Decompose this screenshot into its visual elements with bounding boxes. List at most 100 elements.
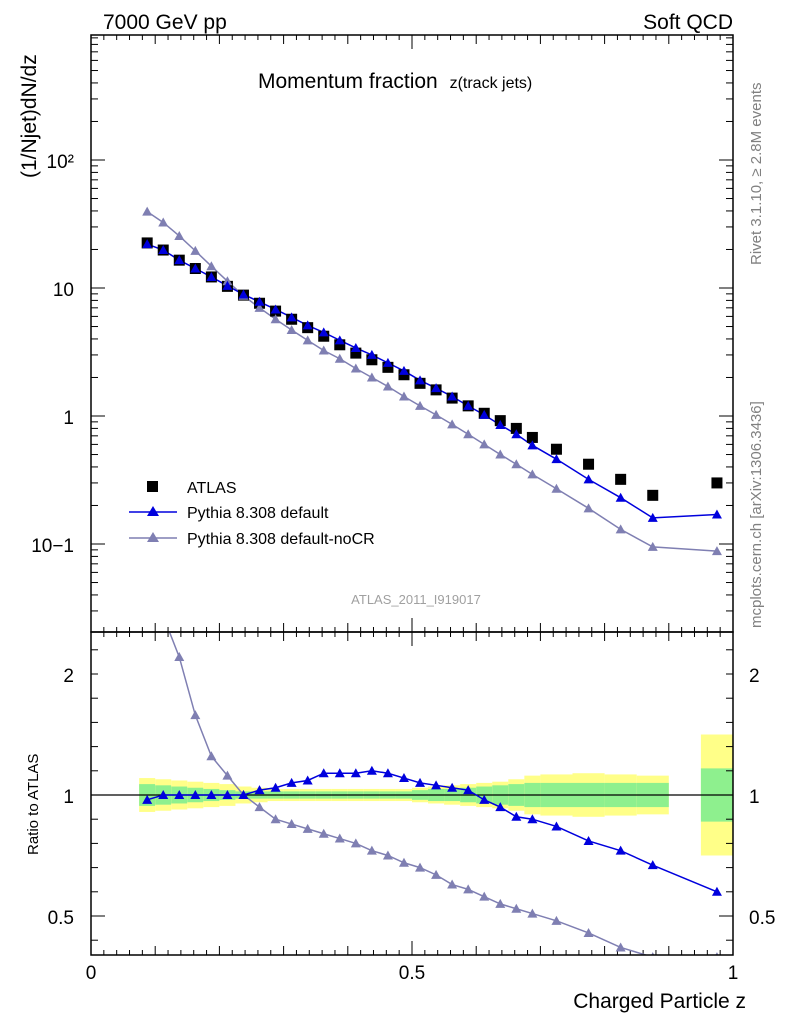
ratio-point-nocr	[495, 898, 506, 908]
main-title-text: Momentum fraction	[258, 70, 438, 93]
ratio-point-nocr	[527, 908, 538, 918]
ratio-point-default	[366, 765, 377, 775]
ratio-point-nocr	[551, 915, 562, 925]
ratio-point-default	[254, 785, 265, 795]
atlas-data-point	[647, 489, 659, 501]
x-axis-label: Charged Particle z	[573, 990, 746, 1013]
main-ytick-label: 10−1	[31, 536, 74, 557]
header-right-label: Soft QCD	[643, 11, 733, 34]
series-point-nocr	[615, 524, 626, 534]
series-point-nocr	[302, 335, 313, 345]
series-point-default	[382, 357, 393, 367]
ratio-point-nocr	[142, 599, 152, 608]
main-axis-ticks	[90, 35, 734, 632]
ratio-point-nocr	[174, 652, 185, 662]
main-plot-marks	[141, 206, 723, 556]
series-point-default	[286, 312, 297, 322]
series-point-nocr	[527, 469, 538, 479]
series-point-default	[551, 454, 562, 464]
ratio-point-nocr	[366, 845, 377, 855]
legend-marker-atlas	[147, 481, 158, 492]
ratio-point-nocr	[382, 850, 393, 860]
series-point-nocr	[511, 459, 522, 469]
series-point-default	[302, 320, 313, 330]
ratio-point-default	[270, 782, 281, 792]
series-point-default	[254, 296, 265, 306]
ratio-point-nocr	[270, 814, 281, 824]
ratio-point-nocr	[447, 879, 458, 889]
series-point-nocr	[711, 546, 722, 556]
atlas-data-point	[334, 339, 346, 351]
series-point-nocr	[382, 381, 393, 391]
ratio-point-default	[286, 777, 297, 787]
series-point-default	[238, 289, 249, 299]
series-point-nocr	[398, 391, 409, 401]
ratio-point-default	[583, 835, 594, 845]
ratio-point-nocr	[222, 770, 233, 780]
series-point-nocr	[158, 217, 169, 227]
xtick-label: 0.5	[399, 963, 425, 984]
series-point-nocr	[350, 363, 361, 373]
series-point-default	[615, 492, 626, 502]
series-point-default	[647, 512, 658, 522]
ratio-ytick-label: 1	[63, 787, 74, 808]
ratio-point-default	[511, 811, 522, 821]
ratio-point-default	[190, 790, 201, 799]
series-point-default	[206, 271, 217, 281]
ratio-point-default	[431, 780, 442, 790]
series-point-nocr	[431, 409, 442, 419]
ratio-line-nocr	[168, 632, 649, 955]
ratio-point-nocr	[615, 942, 626, 952]
ratio-point-default	[398, 773, 409, 783]
ratio-ytick-label: 0.5	[48, 908, 74, 929]
ratio-point-nocr	[479, 891, 490, 901]
series-point-default	[334, 335, 345, 345]
legend-label-atlas: ATLAS	[187, 480, 237, 497]
ratio-point-nocr	[415, 862, 426, 872]
ratio-point-default	[174, 790, 185, 799]
mcplots-reference-label: mcplots.cern.ch [arXiv:1306.3436]	[748, 401, 765, 628]
ratio-panel: Ratio to ATLAS 0.5 1 2 0.5 1 2 0 0.5 1 C…	[25, 599, 775, 1013]
ratio-point-default	[334, 768, 345, 778]
series-point-nocr	[551, 483, 562, 493]
atlas-data-point	[550, 443, 562, 455]
ratio-point-default	[238, 790, 249, 799]
ratio-point-nocr	[334, 833, 345, 843]
analysis-watermark: ATLAS_2011_I919017	[351, 592, 481, 607]
atlas-data-point	[583, 458, 595, 470]
ratio-point-default	[302, 775, 313, 785]
ratio-point-nocr	[350, 838, 361, 848]
ratio-ytick-label: 2	[63, 666, 74, 687]
series-point-nocr	[142, 206, 153, 216]
ratio-point-default	[551, 821, 562, 831]
series-point-nocr	[447, 419, 458, 429]
series-point-nocr	[463, 429, 474, 439]
atlas-data-point	[382, 361, 394, 373]
ratio-point-default	[495, 802, 506, 812]
main-title-sub: z(track jets)	[450, 75, 533, 92]
atlas-data-point	[350, 347, 362, 359]
series-point-default	[711, 509, 722, 519]
series-point-default	[318, 327, 329, 337]
atlas-data-point	[711, 477, 723, 489]
main-ytick-label: 10	[53, 280, 74, 301]
series-point-default	[583, 474, 594, 484]
ratio-point-default	[158, 790, 169, 799]
series-point-default	[527, 440, 538, 450]
xtick-label: 0	[86, 963, 97, 984]
series-point-default	[398, 365, 409, 375]
series-point-default	[222, 280, 233, 290]
series-point-nocr	[254, 302, 265, 312]
atlas-data-point	[526, 431, 538, 443]
ratio-ytick-label-right: 0.5	[749, 908, 775, 929]
ratio-point-default	[447, 782, 458, 792]
ratio-point-default	[615, 845, 626, 855]
ratio-point-default	[463, 785, 474, 795]
ratio-point-default	[527, 814, 538, 824]
header-left-label: 7000 GeV pp	[103, 11, 227, 34]
series-point-nocr	[318, 345, 329, 355]
series-point-nocr	[206, 261, 217, 271]
series-point-nocr	[222, 276, 233, 286]
series-point-default	[270, 304, 281, 314]
